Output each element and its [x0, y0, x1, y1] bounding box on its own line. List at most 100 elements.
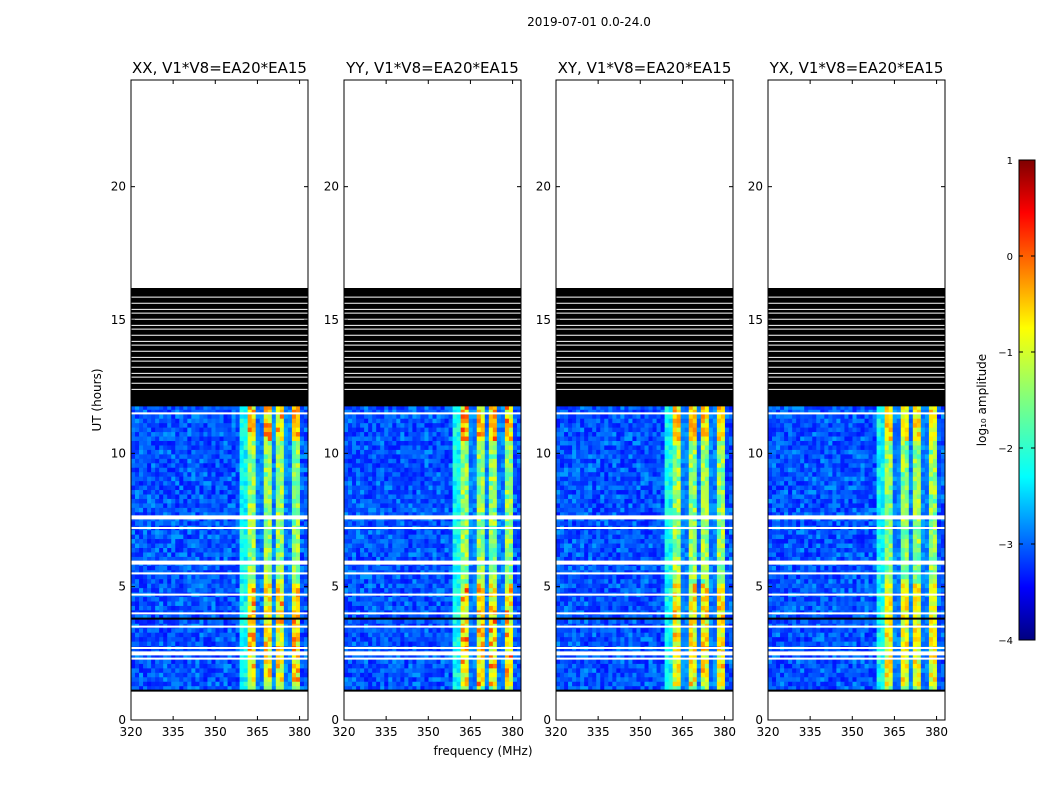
heatmap-cell: [356, 521, 361, 527]
heatmap-cell: [476, 409, 482, 415]
heatmap-cell: [440, 481, 445, 486]
heatmap-cell: [271, 548, 277, 553]
heatmap-cell: [412, 552, 417, 558]
heatmap-cell: [183, 436, 188, 442]
heatmap-cell: [207, 414, 212, 420]
heatmap-cell: [231, 539, 236, 544]
heatmap-cell: [179, 552, 184, 558]
x-tick-label: 380: [288, 725, 311, 739]
heatmap-cell: [372, 498, 377, 504]
heatmap-cell: [235, 454, 241, 460]
heatmap-cell: [275, 490, 281, 495]
heatmap-cell: [203, 441, 208, 446]
heatmap-cell: [151, 605, 156, 611]
heatmap-cell: [404, 556, 409, 562]
heatmap-cell: [496, 405, 502, 411]
heatmap-cell: [263, 619, 269, 625]
heatmap-cell: [452, 481, 458, 486]
heatmap-cell: [211, 521, 216, 527]
heatmap-cell: [440, 588, 445, 593]
heatmap-cell: [231, 449, 236, 455]
heatmap-cell: [171, 467, 176, 473]
heatmap-cell: [187, 454, 192, 460]
heatmap-cell: [231, 637, 236, 643]
heatmap-cell: [508, 521, 514, 527]
heatmap-cell: [364, 481, 369, 486]
heatmap-cell: [139, 655, 144, 660]
heatmap-cell: [348, 454, 353, 460]
heatmap-cell: [287, 432, 293, 437]
heatmap-cell: [400, 454, 405, 460]
heatmap-cell: [464, 485, 470, 491]
heatmap-cell: [279, 601, 285, 607]
heatmap-cell: [348, 476, 353, 482]
heatmap-cell: [207, 552, 212, 558]
heatmap-cell: [151, 619, 156, 625]
heatmap-cell: [460, 539, 466, 544]
heatmap-cell: [227, 548, 232, 553]
heatmap-cell: [468, 565, 474, 571]
heatmap-cell: [348, 521, 353, 527]
heatmap-cell: [183, 686, 188, 692]
heatmap-cell: [187, 614, 192, 620]
heatmap-cell: [440, 614, 445, 620]
heatmap-cell: [504, 463, 510, 469]
heatmap-cell: [143, 409, 148, 415]
heatmap-cell: [420, 436, 425, 442]
heatmap-cell: [159, 579, 164, 585]
heatmap-cell: [135, 663, 140, 669]
heatmap-cell: [219, 418, 224, 424]
heatmap-cell: [392, 597, 397, 602]
heatmap-cell: [151, 552, 156, 558]
heatmap-cell: [279, 530, 285, 536]
heatmap-cell: [468, 445, 474, 451]
heatmap-cell: [295, 574, 301, 580]
heatmap-cell: [303, 686, 309, 692]
heatmap-cell: [215, 548, 220, 553]
heatmap-cell: [500, 539, 506, 544]
heatmap-cell: [239, 409, 245, 415]
heatmap-cell: [199, 686, 204, 692]
heatmap-cell: [223, 481, 228, 486]
heatmap-cell: [432, 543, 437, 549]
heatmap-cell: [263, 668, 269, 674]
heatmap-cell: [512, 467, 518, 473]
heatmap-cell: [211, 672, 216, 678]
heatmap-cell: [159, 507, 164, 513]
heatmap-cell: [155, 663, 160, 669]
heatmap-cell: [135, 418, 140, 424]
heatmap-cell: [500, 481, 506, 486]
heatmap-cell: [380, 454, 385, 460]
heatmap-cell: [420, 552, 425, 558]
heatmap-cell: [287, 476, 293, 482]
heatmap-cell: [412, 534, 417, 540]
heatmap-cell: [183, 476, 188, 482]
heatmap-cell: [356, 467, 361, 473]
heatmap-cell: [179, 454, 184, 460]
heatmap-cell: [275, 681, 281, 687]
heatmap-cell: [504, 579, 510, 585]
heatmap-cell: [219, 543, 224, 549]
heatmap-cell: [480, 494, 486, 500]
heatmap-cell: [131, 565, 136, 571]
heatmap-cell: [235, 588, 241, 593]
heatmap-cell: [440, 458, 445, 464]
heatmap-cell: [195, 418, 200, 424]
heatmap-cell: [283, 632, 289, 638]
heatmap-cell: [492, 552, 498, 558]
heatmap-cell: [504, 427, 510, 433]
heatmap-cell: [404, 409, 409, 415]
heatmap-cell: [179, 476, 184, 482]
heatmap-cell: [207, 668, 212, 674]
heatmap-cell: [267, 548, 273, 553]
heatmap-cell: [400, 409, 405, 415]
heatmap-cell: [131, 414, 136, 420]
heatmap-cell: [416, 605, 421, 611]
heatmap-cell: [167, 521, 172, 527]
heatmap-cell: [207, 405, 212, 411]
heatmap-cell: [488, 534, 494, 540]
heatmap-cell: [147, 548, 152, 553]
heatmap-cell: [219, 583, 224, 589]
heatmap-cell: [215, 659, 220, 665]
heatmap-cell: [223, 663, 228, 669]
